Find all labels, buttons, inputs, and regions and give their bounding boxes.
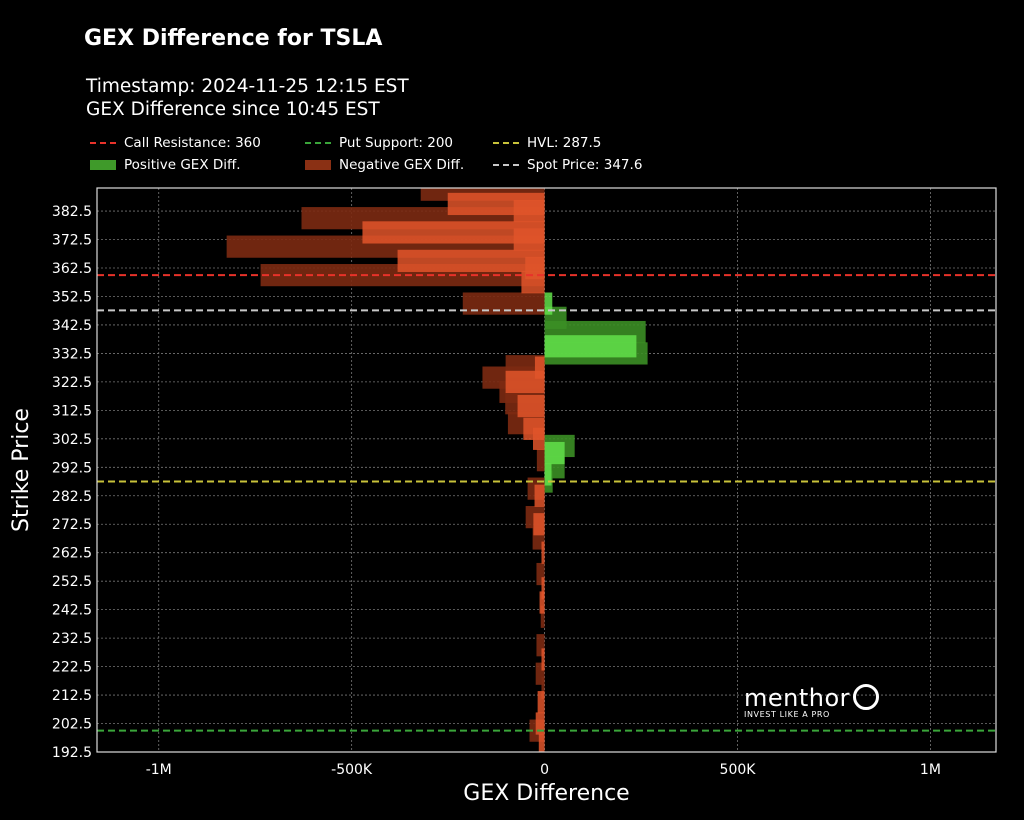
y-tick-label: 382.5 [52, 204, 92, 220]
x-axis-label: GEX Difference [463, 781, 629, 806]
legend-entry: Positive GEX Diff. [90, 157, 241, 173]
legend-line-swatch [90, 142, 116, 144]
negative-gex-bar [537, 691, 545, 714]
negative-gex-bar [536, 634, 545, 657]
negative-gex-bar [462, 292, 545, 315]
negative-gex-bar [505, 370, 545, 393]
negative-gex-bar [535, 712, 545, 735]
negative-gex-bar [536, 449, 545, 472]
negative-gex-bar [541, 648, 545, 671]
legend-line-swatch [493, 142, 519, 144]
y-tick-label: 362.5 [52, 261, 92, 277]
negative-gex-bar [525, 256, 545, 280]
y-tick-label: 342.5 [52, 318, 92, 334]
x-tick-label: -1M [146, 762, 172, 778]
legend-line-swatch [493, 164, 519, 166]
y-tick-label: 242.5 [52, 603, 92, 619]
y-tick-label: 292.5 [52, 460, 92, 476]
legend-label: Positive GEX Diff. [124, 157, 241, 173]
legend-label: Put Support: 200 [339, 135, 454, 151]
positive-gex-bar [544, 463, 552, 486]
positive-gex-bar [544, 292, 553, 315]
y-tick-label: 282.5 [52, 489, 92, 505]
legend-label: Negative GEX Diff. [339, 157, 465, 173]
legend-entry: Negative GEX Diff. [305, 157, 464, 173]
negative-gex-bar [538, 733, 545, 752]
legend-label: HVL: 287.5 [527, 135, 602, 151]
negative-gex-bar [539, 591, 545, 614]
y-tick-label: 222.5 [52, 660, 92, 676]
y-tick-label: 262.5 [52, 546, 92, 562]
negative-gex-bar [536, 562, 545, 586]
legend-entry: HVL: 287.5 [493, 135, 601, 151]
legend-label: Call Resistance: 360 [124, 135, 261, 151]
y-tick-label: 192.5 [52, 745, 92, 761]
legend-label: Spot Price: 347.6 [527, 157, 643, 173]
y-tick-label: 312.5 [52, 403, 92, 419]
negative-gex-bar [541, 676, 545, 700]
negative-gex-bar [533, 513, 545, 536]
negative-gex-bar [534, 356, 545, 379]
x-tick-label: 0 [540, 762, 549, 778]
y-tick-label: 202.5 [52, 717, 92, 733]
negative-gex-bar [362, 221, 545, 244]
legend-entry: Call Resistance: 360 [90, 135, 261, 151]
negative-gex-bar [534, 484, 545, 507]
legend-line-swatch [305, 142, 331, 144]
positive-gex-bar [544, 335, 637, 358]
y-tick-label: 332.5 [52, 346, 92, 362]
y-axis-label: Strike Price [9, 408, 34, 532]
legend-patch-swatch [305, 160, 331, 170]
y-tick-label: 322.5 [52, 375, 92, 391]
y-tick-label: 302.5 [52, 432, 92, 448]
y-tick-label: 232.5 [52, 631, 92, 647]
negative-gex-bar [532, 527, 545, 550]
negative-gex-bar [513, 228, 545, 251]
x-tick-label: 1M [920, 762, 941, 778]
negative-gex-bar [540, 605, 545, 628]
negative-gex-bar [541, 577, 545, 600]
positive-gex-bar [544, 441, 565, 465]
plot-frame [96, 187, 997, 753]
negative-gex-bar [541, 541, 545, 564]
y-tick-label: 212.5 [52, 688, 92, 704]
negative-gex-bar [513, 199, 545, 223]
y-tick-label: 352.5 [52, 289, 92, 305]
chart-title: GEX Difference for TSLA [84, 26, 383, 51]
y-tick-label: 252.5 [52, 574, 92, 590]
since-subtitle: GEX Difference since 10:45 EST [86, 99, 380, 120]
legend-entry: Put Support: 200 [305, 135, 453, 151]
negative-gex-bar [397, 249, 545, 272]
legend-patch-swatch [90, 160, 116, 170]
x-tick-label: -500K [331, 762, 373, 778]
menthorq-logo: menthor INVEST LIKE A PRO [744, 684, 880, 719]
y-tick-label: 272.5 [52, 517, 92, 533]
y-tick-label: 372.5 [52, 233, 92, 249]
negative-gex-bar [532, 427, 545, 450]
legend-entry: Spot Price: 347.6 [493, 157, 642, 173]
negative-gex-bar [517, 394, 545, 418]
negative-gex-bar [535, 662, 545, 685]
timestamp-subtitle: Timestamp: 2024-11-25 12:15 EST [86, 76, 409, 97]
x-tick-label: 500K [720, 762, 757, 778]
